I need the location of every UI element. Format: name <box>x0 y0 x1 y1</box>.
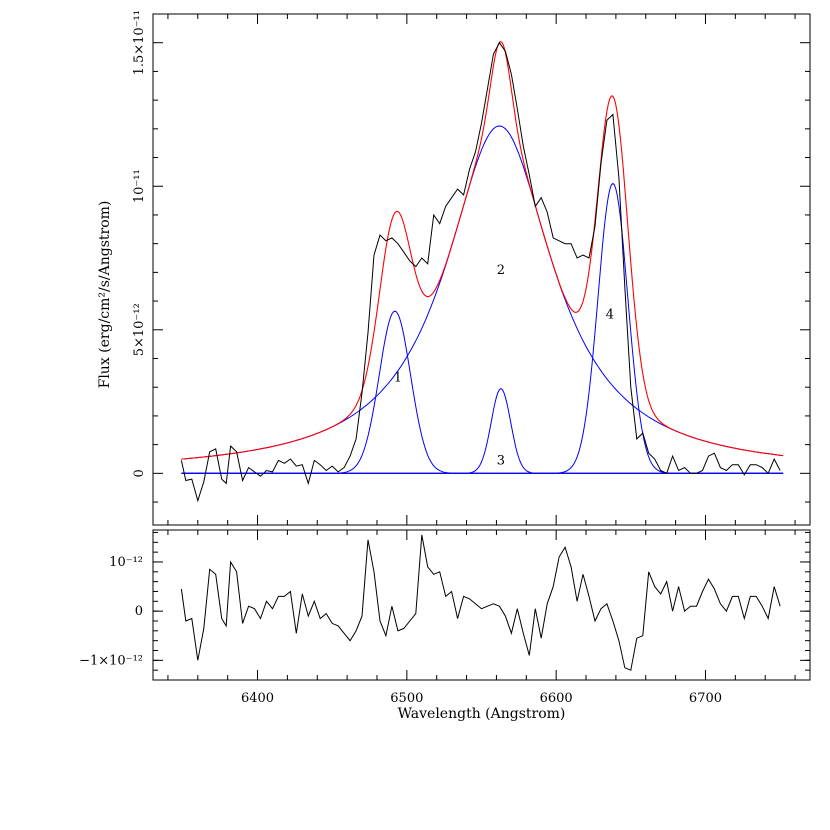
residual-line <box>180 534 781 671</box>
residual-panel: 6400 6500 6600 6700 10⁻¹² 0 −1×10⁻¹² <box>79 529 811 706</box>
main-panel: 0 5×10⁻¹² 10⁻¹¹ 1.5×10⁻¹¹ 1 2 3 4 <box>132 10 811 526</box>
x-tick-label: 6400 <box>241 691 274 706</box>
component-1-label: 1 <box>394 370 402 385</box>
y-tick-label: 1.5×10⁻¹¹ <box>132 10 147 75</box>
observed-spectrum-line <box>180 41 781 503</box>
y-tick-label: 10⁻¹¹ <box>132 169 147 203</box>
component-4-curve <box>181 182 784 474</box>
y-tick-label: 0 <box>132 469 147 477</box>
component-2-curve <box>181 125 784 460</box>
x-tick-label: 6600 <box>540 691 573 706</box>
y-tick-label: 0 <box>135 604 143 619</box>
main-plot-frame <box>152 13 811 526</box>
y-axis-label: Flux (erg/cm²/s/Angstrom) <box>97 201 113 389</box>
x-tick-label: 6500 <box>390 691 423 706</box>
y-tick-label: −1×10⁻¹² <box>79 653 143 668</box>
component-3-curve <box>181 387 784 474</box>
component-1-curve <box>181 310 784 474</box>
y-tick-label: 5×10⁻¹² <box>132 303 147 356</box>
total-fit-curve <box>181 40 784 460</box>
x-axis-label: Wavelength (Angstrom) <box>398 706 566 722</box>
y-tick-label: 10⁻¹² <box>109 555 143 570</box>
component-4-label: 4 <box>606 307 614 322</box>
component-2-label: 2 <box>497 263 505 278</box>
x-tick-label: 6700 <box>689 691 722 706</box>
residual-plot-frame <box>152 529 811 681</box>
component-3-label: 3 <box>497 454 505 469</box>
